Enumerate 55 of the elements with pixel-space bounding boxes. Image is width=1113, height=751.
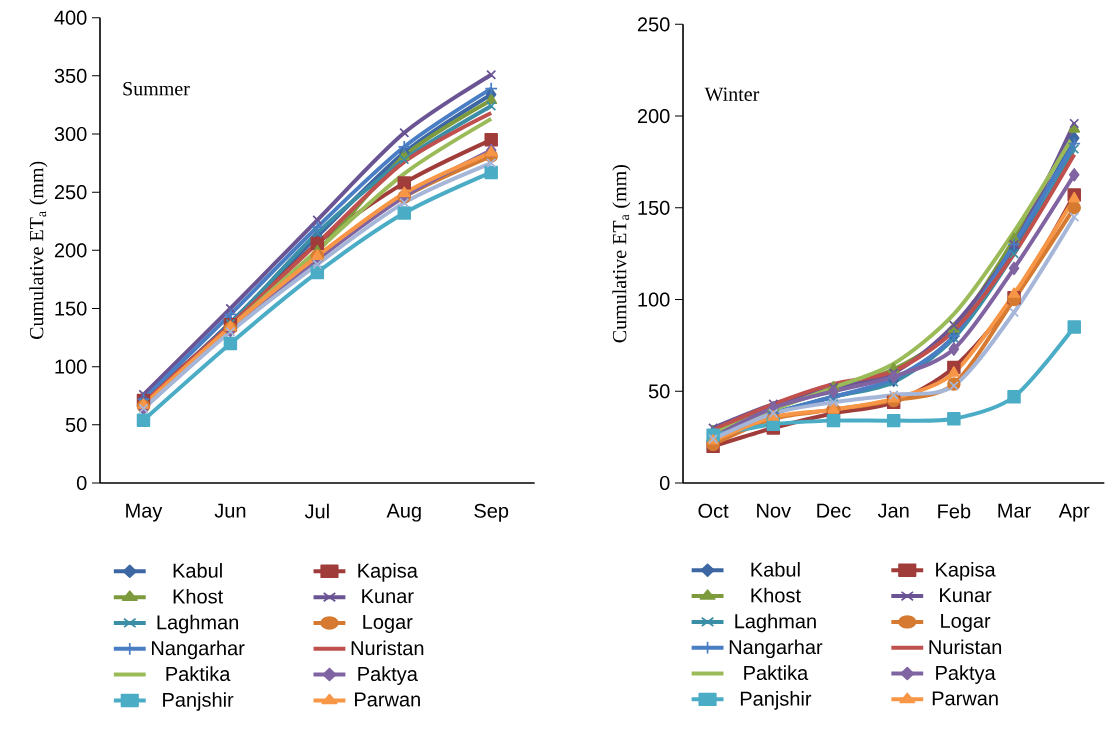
y-tick-label: 200: [637, 108, 670, 124]
legend-label: Paktika: [166, 666, 231, 682]
y-tick-label: 250: [637, 17, 670, 32]
legend-label: Laghman: [157, 614, 239, 634]
legend-label: Kabul: [173, 563, 222, 578]
legend-label: Parwan: [932, 691, 998, 706]
legend-label: Panjshir: [163, 692, 234, 711]
y-tick-label: 350: [54, 68, 87, 83]
x-tick-label: Jul: [304, 503, 329, 519]
y-tick-label: 50: [65, 417, 87, 432]
legend-label: Paktya: [936, 665, 996, 684]
legend-label: Nangarhar: [152, 640, 245, 660]
legend-label: Logar: [363, 615, 413, 633]
y-tick-label: 150: [55, 301, 87, 316]
y-axis-title: Cumulative ET$_{a}$ (mm): [612, 165, 631, 343]
x-tick-label: Feb: [938, 503, 971, 519]
legend-label: Khost: [173, 588, 224, 604]
x-tick-label: May: [126, 503, 163, 522]
x-tick-label: Dec: [817, 503, 851, 518]
text: Winter: [704, 87, 760, 102]
legend-label: Panjshir: [740, 691, 812, 710]
y-tick-label: 200: [54, 243, 87, 258]
legend-label: Kunar: [362, 589, 414, 604]
y-tick-label: 50: [648, 384, 670, 399]
x-tick-label: Sep: [474, 503, 509, 522]
y-tick-label: 150: [638, 200, 670, 215]
legend-label: Nuristan: [351, 640, 424, 656]
y-axis-title: Cumulative ET$_{a}$ (mm): [29, 161, 48, 340]
legend-label: Kapisa: [358, 563, 418, 582]
x-tick-label: Nov: [757, 503, 791, 518]
legend-label: Nangarhar: [729, 639, 823, 659]
legend-label: Khost: [751, 587, 801, 603]
y-tick-label: 100: [638, 292, 670, 307]
legend-label: Laghman: [735, 613, 816, 633]
y-tick-label: 300: [54, 126, 87, 142]
legend-label: Kunar: [940, 588, 992, 603]
legend-label: Kapisa: [936, 561, 996, 581]
legend-label: Parwan: [355, 692, 420, 707]
y-tick-label: 250: [54, 185, 87, 200]
x-tick-label: Aug: [386, 503, 421, 522]
legend-label: Logar: [941, 614, 991, 632]
x-tick-label: Mar: [998, 503, 1031, 518]
x-tick-label: Jun: [214, 503, 246, 518]
x-tick-label: Apr: [1058, 503, 1090, 522]
y-tick-label: 0: [659, 475, 670, 491]
x-tick-label: Jan: [877, 503, 909, 518]
legend-label: Paktika: [744, 665, 809, 680]
text: Summer: [123, 82, 190, 96]
y-tick-label: 400: [54, 10, 87, 25]
x-tick-label: Oct: [698, 503, 729, 518]
legend-label: Paktya: [358, 666, 418, 685]
legend-label: Kabul: [751, 561, 800, 577]
legend-label: Nuristan: [929, 639, 1002, 655]
y-tick-label: 0: [76, 475, 87, 491]
y-tick-label: 100: [55, 359, 87, 374]
